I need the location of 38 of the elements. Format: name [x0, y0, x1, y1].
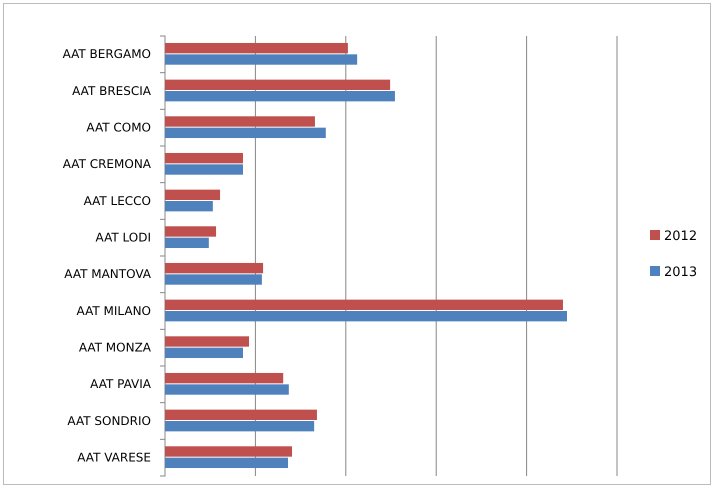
bar	[165, 238, 209, 248]
y-tick-label: AAT CREMONA	[62, 157, 152, 172]
bar	[165, 262, 264, 274]
y-tick-label: AAT BRESCIA	[72, 84, 152, 98]
bar	[165, 458, 288, 468]
y-tick-label: AAT MONZA	[78, 340, 152, 355]
y-tick-label: AAT BERGAMO	[62, 47, 151, 62]
bar	[165, 421, 314, 432]
bar	[165, 201, 213, 212]
bar	[165, 190, 220, 200]
bar	[165, 91, 395, 102]
y-tick-label: AAT SONDRIO	[67, 414, 151, 428]
bar	[165, 311, 567, 322]
y-tick-label: AAT PAVIA	[90, 377, 152, 392]
y-tick-label: AAT MILANO	[76, 304, 151, 318]
legend-label: 2013	[664, 265, 698, 280]
bar	[165, 116, 315, 127]
y-tick-label: AAT MANTOVA	[64, 267, 152, 282]
bar	[165, 226, 216, 237]
bar	[165, 274, 262, 285]
bar	[165, 42, 348, 54]
legend-label: 2012	[664, 229, 698, 244]
bar	[165, 372, 284, 384]
bar	[165, 164, 243, 175]
bar	[165, 54, 358, 65]
bar	[165, 446, 292, 457]
bar	[165, 384, 289, 395]
bar	[165, 410, 317, 420]
y-tick-label: AAT VARESE	[77, 450, 151, 465]
bar	[165, 128, 326, 138]
y-tick-label: AAT COMO	[86, 120, 151, 135]
y-tick-label: AAT LECCO	[84, 194, 151, 208]
bar	[165, 336, 250, 347]
bar	[165, 300, 563, 310]
bar	[165, 80, 390, 90]
bar	[165, 152, 243, 164]
bar	[165, 348, 243, 358]
y-tick-label: AAT LODI	[96, 230, 151, 245]
